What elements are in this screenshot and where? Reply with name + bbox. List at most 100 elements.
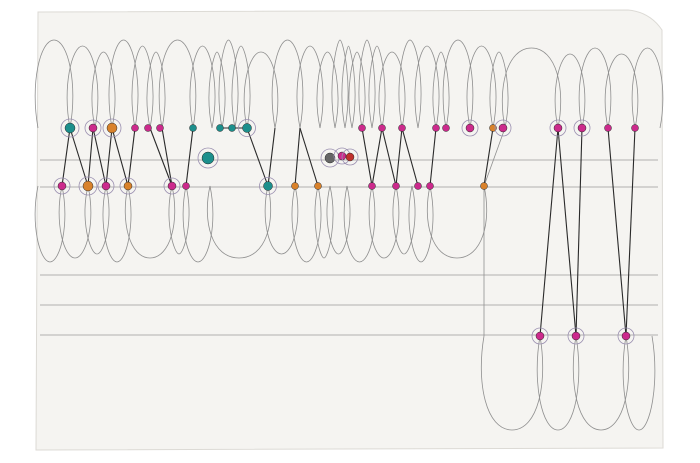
pencil-loop <box>622 335 656 431</box>
colored-dot <box>189 124 197 132</box>
dot-ring <box>163 177 181 195</box>
colored-dot <box>101 181 111 191</box>
colored-dot <box>314 182 322 190</box>
ink-line <box>401 127 419 187</box>
colored-dot <box>291 182 299 190</box>
colored-dot <box>88 123 98 133</box>
pencil-loop <box>489 51 509 129</box>
ink-line <box>92 127 107 187</box>
colored-dot <box>498 123 508 133</box>
colored-dot <box>621 331 631 341</box>
ink-line <box>539 127 559 337</box>
colored-dot <box>64 122 76 134</box>
pencil-loop <box>182 185 214 263</box>
colored-dot <box>571 331 581 341</box>
dot-ring <box>531 327 549 345</box>
pencil-loop <box>331 39 349 129</box>
colored-dot <box>201 151 215 165</box>
ink-line <box>149 127 173 187</box>
ink-line <box>127 127 136 187</box>
dot-ring <box>84 119 102 137</box>
pencil-loop <box>34 185 66 263</box>
pencil-loop <box>343 185 376 263</box>
pencil-loop <box>432 51 450 129</box>
colored-dot <box>358 124 366 132</box>
pencil-connector <box>483 127 506 187</box>
ink-line <box>185 127 194 187</box>
pencil-loop <box>426 185 488 259</box>
ink-line <box>395 127 403 187</box>
ink-line <box>361 127 373 187</box>
pencil-loop <box>102 185 132 263</box>
dot-ring <box>259 177 277 195</box>
colored-dot <box>156 124 164 132</box>
pencil-loop <box>466 45 497 129</box>
ink-line <box>161 127 173 187</box>
dot-ring <box>617 327 635 345</box>
pencil-loop <box>414 45 440 129</box>
dot-ring <box>119 177 137 195</box>
pencil-loops <box>34 39 664 431</box>
pencil-loop <box>398 39 422 129</box>
dot-ring <box>549 119 567 137</box>
colored-dot <box>263 181 273 191</box>
colored-dot <box>442 124 450 132</box>
dot-ring <box>102 118 122 138</box>
dot-ring <box>78 176 98 196</box>
pencil-loop <box>231 45 251 129</box>
pencil-loop <box>189 45 216 129</box>
ink-line <box>483 127 494 187</box>
colored-dot <box>392 182 400 190</box>
colored-dot <box>489 124 497 132</box>
colored-dot <box>216 124 224 132</box>
colored-dot <box>324 152 336 164</box>
pencil-loop <box>442 39 474 129</box>
pencil-loop <box>578 47 612 129</box>
pencil-loop <box>631 47 664 129</box>
dot-ring <box>97 177 115 195</box>
colored-dot <box>368 182 376 190</box>
colored-dots <box>53 118 639 345</box>
ink-line <box>381 127 397 187</box>
ink-line <box>625 127 636 337</box>
pencil-loop <box>326 185 351 255</box>
dot-ring <box>197 147 219 169</box>
pencil-loop <box>34 39 74 129</box>
ink-line <box>87 127 94 187</box>
ink-line <box>111 127 129 187</box>
pencil-loop <box>264 185 299 255</box>
colored-dot <box>426 182 434 190</box>
colored-dot <box>480 182 488 190</box>
colored-dot <box>553 123 563 133</box>
pencil-loop <box>392 185 416 255</box>
pencil-loop <box>502 47 561 129</box>
dot-ring <box>238 119 256 137</box>
pencil-loop <box>296 45 324 129</box>
pencil-loop <box>358 39 376 129</box>
pencil-loop <box>124 185 176 259</box>
pencil-loop <box>314 185 334 259</box>
pencil-loop <box>480 335 544 431</box>
colored-dot <box>144 124 152 132</box>
pencil-loop <box>207 185 271 259</box>
pencil-loop <box>348 51 366 129</box>
colored-dot <box>106 122 118 134</box>
pencil-loop <box>341 45 356 129</box>
pencil-loop <box>168 185 190 255</box>
colored-dot <box>167 181 177 191</box>
ink-line <box>607 127 627 337</box>
colored-dot <box>131 124 139 132</box>
colored-dot <box>242 123 252 133</box>
pencil-loop <box>66 45 99 129</box>
pencil-loop <box>84 185 110 255</box>
colored-dot <box>228 124 236 132</box>
pencil-loop <box>291 185 322 263</box>
colored-dot <box>414 182 422 190</box>
pencil-loop <box>378 51 406 129</box>
pencil-loop <box>91 51 116 129</box>
pencil-loop <box>316 51 339 129</box>
colored-dot <box>398 124 406 132</box>
colored-dot <box>345 152 355 162</box>
pencil-loop <box>271 39 304 129</box>
